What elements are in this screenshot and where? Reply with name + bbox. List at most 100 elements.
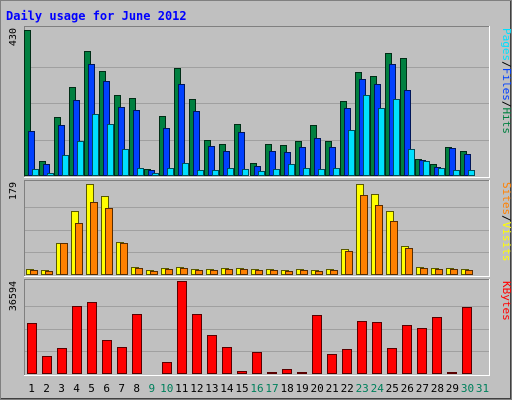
bar-kbytes-day-19	[297, 372, 307, 374]
bar-kbytes-day-6	[102, 340, 112, 374]
x-tick-label-day-27: 27	[416, 382, 429, 395]
bar-sites-day-6	[105, 208, 113, 275]
bar-pages-day-30	[468, 170, 475, 176]
bar-pages-day-19	[303, 168, 310, 176]
bar-pages-day-11	[182, 163, 189, 176]
x-tick-label-day-23: 23	[356, 382, 369, 395]
x-axis-labels: 1 2 3 4 5 6 7 8 9 10 11 12 13 14 15 16 17 18 19 20 21 22 23 24 2…	[28, 382, 489, 395]
bar-kbytes-day-16	[252, 352, 262, 374]
bar-files-day-15	[238, 132, 245, 176]
bar-kbytes-day-12	[192, 314, 202, 374]
panel-visits-sites: 179 Sites/Visits	[8, 180, 512, 277]
bar-pages-day-17	[273, 169, 280, 176]
x-tick-label-day-4: 4	[73, 382, 80, 395]
bar-files-day-11	[178, 84, 185, 176]
bar-pages-day-23	[363, 95, 370, 176]
bar-pages-day-28	[438, 168, 445, 176]
bar-files-day-17	[269, 151, 276, 176]
legend-kbytes: KBytes	[500, 281, 512, 321]
bar-sites-day-27	[420, 268, 428, 275]
bar-pages-day-10	[167, 168, 174, 176]
bar-kbytes-day-14	[222, 347, 232, 374]
bar-sites-day-3	[60, 243, 68, 275]
x-tick-label-day-30: 30	[461, 382, 474, 395]
x-tick-label-day-19: 19	[295, 382, 308, 395]
legend-files: Files	[500, 68, 512, 101]
bar-kbytes-day-1	[27, 323, 37, 374]
legend-sites: Sites	[500, 182, 512, 215]
x-tick-label-day-25: 25	[386, 382, 399, 395]
bar-sites-day-25	[390, 221, 398, 275]
panel-max-label: 36594	[8, 281, 19, 311]
bar-files-day-3	[58, 125, 65, 176]
x-tick-label-day-7: 7	[118, 382, 125, 395]
x-tick-label-day-2: 2	[43, 382, 50, 395]
panel-legend: Sites/Visits	[500, 182, 512, 262]
x-tick-label-day-11: 11	[175, 382, 188, 395]
x-tick-label-day-13: 13	[205, 382, 218, 395]
bar-files-day-8	[133, 110, 140, 176]
bar-sites-day-26	[405, 248, 413, 275]
legend-separator: /	[500, 101, 512, 108]
x-tick-label-day-31: 31	[476, 382, 489, 395]
panel-legend-text: Sites/Visits	[500, 182, 512, 262]
bar-pages-day-18	[288, 164, 295, 176]
bar-kbytes-day-3	[57, 348, 67, 374]
x-tick-label-day-5: 5	[88, 382, 95, 395]
bar-sites-day-22	[345, 251, 353, 275]
bar-sites-day-2	[45, 271, 53, 275]
bar-sites-day-5	[90, 202, 98, 275]
bar-kbytes-day-7	[117, 347, 127, 374]
legend-hits: Hits	[500, 108, 512, 135]
bar-pages-day-8	[137, 168, 144, 176]
bar-files-day-4	[73, 100, 80, 176]
legend-pages: Pages	[500, 28, 512, 61]
bar-sites-day-12	[195, 270, 203, 275]
panel-max-label: 179	[8, 182, 19, 200]
x-tick-label-day-21: 21	[326, 382, 339, 395]
bar-pages-day-1	[32, 169, 39, 176]
bar-kbytes-day-29	[447, 372, 457, 374]
bar-files-day-19	[299, 147, 306, 176]
x-tick-label-day-26: 26	[401, 382, 414, 395]
bar-kbytes-day-2	[42, 356, 52, 374]
x-tick-label-day-3: 3	[58, 382, 65, 395]
x-tick-label-day-20: 20	[310, 382, 323, 395]
x-tick-label-day-16: 16	[250, 382, 263, 395]
x-tick-label-day-18: 18	[280, 382, 293, 395]
panel-kbytes: 36594 KBytes	[8, 279, 512, 376]
bar-sites-day-28	[435, 269, 443, 275]
x-tick-label-day-8: 8	[133, 382, 140, 395]
panel-max-label: 430	[8, 28, 19, 46]
x-tick-label-day-12: 12	[190, 382, 203, 395]
bar-sites-day-9	[150, 271, 158, 275]
bar-kbytes-day-26	[402, 325, 412, 374]
bar-sites-day-11	[180, 268, 188, 275]
bar-kbytes-day-11	[177, 281, 187, 374]
bar-sites-day-10	[165, 269, 173, 275]
bar-files-day-7	[118, 107, 125, 176]
x-tick-label-day-6: 6	[103, 382, 110, 395]
bar-hits-day-1	[24, 30, 31, 176]
bar-files-day-21	[329, 147, 336, 176]
x-tick-label-day-15: 15	[235, 382, 248, 395]
bar-pages-day-14	[227, 168, 234, 176]
bar-sites-day-19	[300, 270, 308, 275]
bar-sites-day-1	[30, 270, 38, 275]
bar-sites-day-20	[315, 271, 323, 275]
bar-pages-day-6	[107, 124, 114, 176]
bar-kbytes-day-30	[462, 307, 472, 374]
bar-files-day-1	[28, 131, 35, 176]
bar-kbytes-day-21	[327, 354, 337, 374]
bar-sites-day-13	[210, 270, 218, 275]
bar-kbytes-day-13	[207, 335, 217, 374]
bar-sites-day-4	[75, 223, 83, 275]
bar-pages-day-22	[348, 130, 355, 176]
bar-files-day-2	[43, 164, 50, 176]
bar-pages-day-12	[197, 170, 204, 176]
bar-pages-day-9	[152, 173, 159, 176]
bar-kbytes-day-17	[267, 372, 277, 374]
panel-legend: KBytes	[500, 281, 512, 321]
